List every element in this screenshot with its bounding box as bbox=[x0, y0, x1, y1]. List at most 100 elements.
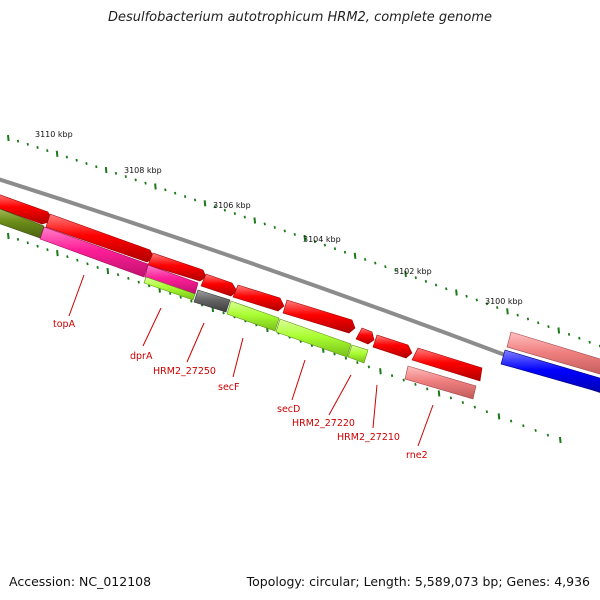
ruler-tick bbox=[134, 178, 137, 182]
ruler-tick bbox=[16, 237, 20, 241]
right-features bbox=[500, 331, 600, 393]
ruler-label: 3100 kbp bbox=[485, 297, 523, 306]
ruler-tick bbox=[353, 252, 357, 259]
ruler-tick bbox=[168, 291, 172, 295]
ruler-tick bbox=[414, 383, 417, 386]
ruler-tick bbox=[253, 217, 257, 224]
cds-arrow bbox=[355, 327, 375, 345]
ruler-tick bbox=[496, 306, 499, 310]
ruler-tick bbox=[96, 265, 99, 269]
ruler-tick bbox=[546, 433, 550, 437]
ruler-tick bbox=[106, 267, 110, 275]
ruler-tick bbox=[190, 299, 193, 303]
gene-bar-dprA bbox=[143, 276, 196, 301]
ruler-tick bbox=[588, 340, 591, 344]
ruler-tick bbox=[7, 232, 10, 240]
cds-arrow bbox=[0, 194, 53, 225]
ruler-tick bbox=[526, 317, 530, 321]
ruler-tick bbox=[193, 198, 197, 202]
ruler-tick bbox=[85, 162, 88, 165]
ruler-tick bbox=[86, 262, 89, 266]
ruler-tick bbox=[144, 181, 147, 185]
ruler-tick bbox=[497, 413, 501, 420]
ruler-tick bbox=[537, 321, 540, 325]
genome-summary-text: Topology: circular; Length: 5,589,073 bp… bbox=[246, 574, 590, 589]
cds-arrow bbox=[200, 273, 238, 297]
ruler-tick bbox=[76, 258, 79, 262]
ruler-tick bbox=[426, 387, 429, 391]
cds-arrow bbox=[411, 347, 483, 382]
map-title: Desulfobacterium autotrophicum HRM2, com… bbox=[107, 10, 493, 25]
cds-arrow bbox=[147, 252, 207, 282]
ruler-label: 3102 kbp bbox=[394, 267, 432, 276]
ruler-tick bbox=[367, 365, 371, 369]
genome-backbone bbox=[0, 177, 600, 401]
ruler-tick bbox=[449, 396, 453, 400]
ruler-tick bbox=[567, 332, 571, 336]
ruler-tick bbox=[46, 248, 49, 252]
ruler-tick bbox=[114, 171, 118, 175]
gene-bar-HRM2_27250 bbox=[193, 289, 231, 313]
ruler-tick bbox=[7, 134, 10, 142]
accession-text: Accession: NC_012108 bbox=[9, 574, 152, 589]
ruler-tick bbox=[283, 229, 286, 233]
ruler-tick bbox=[445, 287, 448, 291]
ruler-label: 3104 kbp bbox=[303, 235, 341, 244]
ruler-tick bbox=[455, 289, 458, 296]
cds-arrow bbox=[372, 334, 413, 359]
ruler-tick bbox=[263, 222, 266, 226]
ruler-tick bbox=[174, 191, 177, 195]
gene-label-HRM2_27220: HRM2_27220 bbox=[292, 418, 355, 429]
ruler-tick bbox=[578, 336, 581, 340]
cds-arrow bbox=[232, 284, 285, 312]
ruler-tick bbox=[303, 234, 307, 242]
ruler-tick bbox=[137, 280, 140, 284]
ruler-tick bbox=[506, 308, 509, 315]
ruler-tick bbox=[313, 240, 317, 244]
ruler-tick bbox=[434, 283, 438, 287]
ruler-tick bbox=[390, 374, 394, 378]
ruler-tick bbox=[16, 139, 20, 143]
ruler-tick bbox=[26, 142, 29, 146]
ruler-tick bbox=[402, 378, 405, 382]
ruler-tick bbox=[293, 233, 296, 236]
olive-feature bbox=[0, 208, 45, 239]
ruler-tick bbox=[461, 401, 465, 404]
gene-label-dprA: dprA bbox=[130, 351, 153, 362]
ruler-tick bbox=[344, 356, 348, 360]
gene-bar-rne2 bbox=[404, 365, 477, 400]
ruler-tick bbox=[223, 208, 227, 212]
ruler-tick bbox=[164, 188, 167, 192]
gene-label-rne2: rne2 bbox=[406, 450, 428, 461]
ruler-tick bbox=[475, 298, 478, 302]
ruler-tick bbox=[509, 419, 513, 423]
ruler-tick bbox=[333, 247, 337, 251]
ruler-tick bbox=[485, 410, 489, 414]
label-leaders bbox=[68, 274, 434, 447]
ruler-tick bbox=[243, 215, 246, 219]
gene-bar-secD bbox=[275, 318, 352, 358]
gene-bar-secF bbox=[226, 300, 280, 332]
ruler-tick bbox=[213, 205, 217, 209]
ruler-tick bbox=[46, 149, 49, 153]
ruler-tick bbox=[374, 261, 377, 265]
ruler-tick bbox=[437, 390, 441, 397]
ruler-tick bbox=[222, 311, 225, 315]
ruler-tick bbox=[179, 295, 182, 299]
ruler-tick bbox=[95, 165, 98, 169]
ruler-tick bbox=[36, 145, 39, 149]
ruler-tick bbox=[104, 166, 108, 174]
gene-label-topA: topA bbox=[53, 319, 76, 330]
ruler-tick bbox=[333, 352, 336, 356]
ruler-tick bbox=[75, 158, 78, 162]
ruler-tick bbox=[26, 241, 29, 245]
cds-arrow bbox=[282, 299, 356, 334]
ruler-tick bbox=[66, 255, 69, 259]
gene-track bbox=[0, 208, 477, 400]
ruler-label: 3110 kbp bbox=[35, 130, 73, 139]
forward-cds-track bbox=[0, 194, 483, 382]
ruler-tick bbox=[343, 250, 347, 254]
gene-label-secD: secD bbox=[277, 404, 300, 415]
ruler-tick bbox=[414, 276, 417, 280]
ruler-tick bbox=[203, 200, 207, 207]
